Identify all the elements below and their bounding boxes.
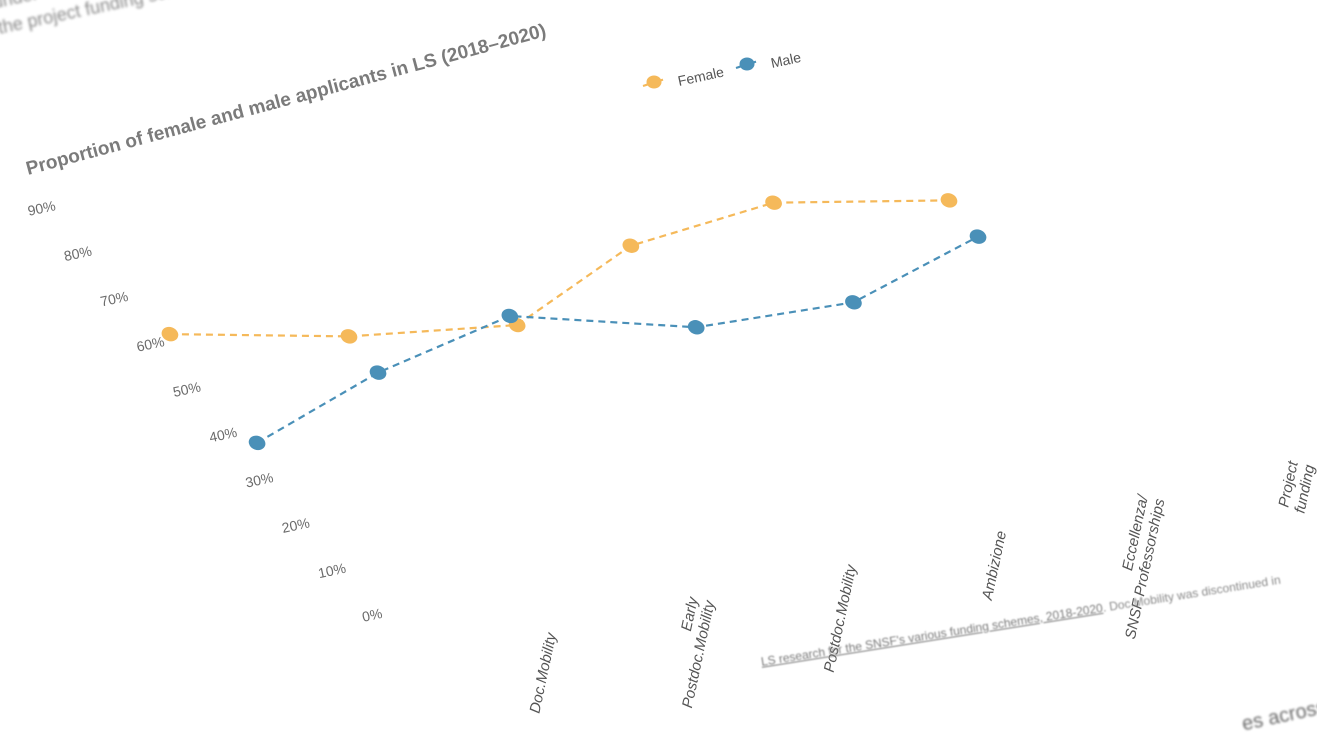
y-tick-label: 40% [208,424,239,445]
data-point-male[interactable] [247,433,268,452]
y-tick-label: 80% [62,243,93,264]
data-point-male[interactable] [843,293,864,312]
data-point-female[interactable] [160,325,181,344]
x-tick-label: Ambizione [979,529,1010,602]
legend-marker [646,75,662,89]
data-point-male[interactable] [686,318,707,337]
x-tick-label: Eccellenza/SNSF Professorships [1119,492,1168,641]
chart-legend: Female Male [642,49,803,89]
x-tick-label-line: Doc.Mobility [526,630,560,715]
y-axis: 0% 10% 20% 30% 40% 50% 60% 70% 80% 90% [26,197,383,625]
y-tick-label: 20% [280,514,311,535]
legend-label: Female [676,64,725,89]
data-point-female[interactable] [339,327,360,346]
y-tick-label: 60% [135,333,166,354]
data-point-female[interactable] [620,236,641,255]
data-point-male[interactable] [968,227,989,246]
series-layer [160,191,989,452]
y-tick-label: 90% [26,197,57,218]
series-line-male [256,235,979,444]
data-point-male[interactable] [368,363,389,382]
y-tick-label: 10% [317,560,348,581]
legend-item-female: Female [642,64,725,89]
y-tick-label: 70% [99,288,130,309]
data-point-female[interactable] [763,193,784,212]
legend-marker [739,57,755,71]
y-tick-label: 30% [244,469,275,490]
legend-label: Male [769,49,802,71]
y-tick-label: 0% [361,605,384,625]
x-tick-label: Doc.Mobility [526,630,560,715]
data-point-female[interactable] [939,191,960,210]
series-line-female [169,199,949,338]
x-tick-label-line: Ambizione [979,529,1010,602]
chart-title: Proportion of female and male applicants… [24,20,549,179]
y-tick-label: 50% [171,379,202,400]
data-point-male[interactable] [499,306,520,325]
legend-item-male: Male [735,49,803,71]
